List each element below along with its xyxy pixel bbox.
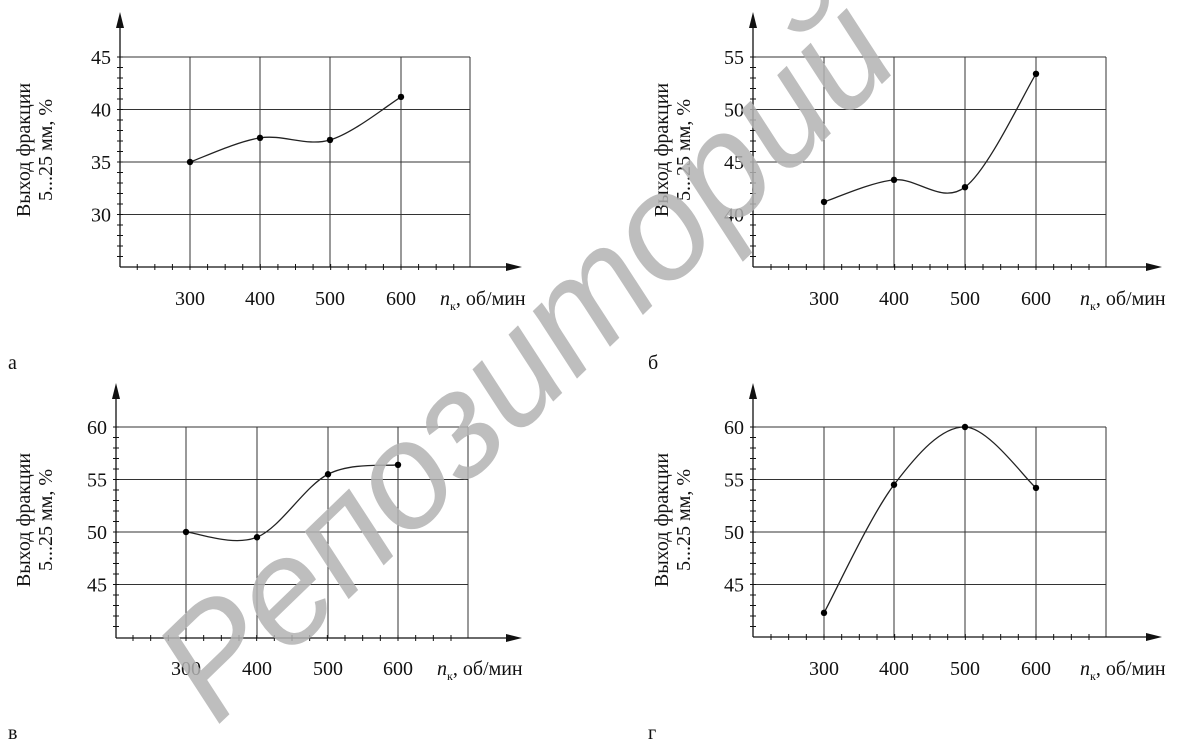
y-tick-label: 35 — [91, 152, 111, 174]
y-axis-label-line2: 5...25 мм, % — [35, 99, 57, 201]
x-axis-label: nк, об/мин — [437, 658, 523, 683]
x-tick-label: 300 — [171, 658, 201, 680]
x-tick-label: 400 — [245, 288, 275, 310]
x-tick-label: 500 — [950, 658, 980, 680]
data-point — [820, 198, 828, 206]
x-tick-label: 400 — [879, 658, 909, 680]
x-axis-arrow — [1146, 633, 1162, 641]
y-tick-label: 50 — [724, 522, 744, 544]
x-tick-label: 600 — [1021, 658, 1051, 680]
data-point — [326, 136, 334, 144]
x-axis-arrow — [506, 263, 522, 271]
series-line — [189, 96, 402, 163]
x-axis-label: nк, об/мин — [440, 288, 526, 313]
x-axis-label: nк, об/мин — [1080, 288, 1166, 313]
y-tick-label: 50 — [724, 100, 744, 122]
y-tick-label: 40 — [91, 100, 111, 122]
y-axis-arrow — [116, 12, 124, 28]
y-axis-label-line1: Выход фракции — [651, 453, 673, 588]
y-tick-label: 50 — [87, 522, 107, 544]
y-axis-label-line2: 5...25 мм, % — [673, 469, 695, 571]
y-tick-label: 45 — [724, 575, 744, 597]
x-tick-label: 600 — [383, 658, 413, 680]
data-point — [961, 184, 969, 191]
x-tick-label: 400 — [242, 658, 272, 680]
panel-label-g: г — [648, 722, 657, 744]
data-point — [256, 134, 264, 142]
data-point — [397, 93, 405, 101]
x-tick-label: 500 — [315, 288, 345, 310]
series-line — [185, 464, 399, 542]
y-axis-arrow — [749, 383, 757, 399]
x-tick-label: 300 — [809, 658, 839, 680]
series-line — [823, 426, 1037, 614]
x-tick-label: 300 — [175, 288, 205, 310]
y-tick-label: 45 — [724, 152, 744, 174]
data-point — [890, 481, 898, 488]
x-tick-label: 300 — [809, 288, 839, 310]
data-point — [182, 528, 190, 536]
y-tick-label: 55 — [724, 470, 744, 492]
x-tick-label: 500 — [313, 658, 343, 680]
x-tick-label: 400 — [879, 288, 909, 310]
x-axis-label: nк, об/мин — [1080, 658, 1166, 683]
y-tick-label: 40 — [724, 205, 744, 227]
y-tick-label: 55 — [87, 470, 107, 492]
y-tick-label: 60 — [87, 417, 107, 439]
data-point — [1032, 484, 1040, 492]
y-tick-label: 45 — [87, 575, 107, 597]
y-tick-label: 55 — [724, 47, 744, 69]
data-point — [820, 609, 828, 617]
x-tick-label: 600 — [386, 288, 416, 310]
data-point — [961, 423, 969, 431]
y-axis-arrow — [112, 383, 120, 399]
y-tick-label: 30 — [91, 205, 111, 227]
y-axis-label-line2: 5...25 мм, % — [35, 469, 57, 571]
panel-label-a: а — [8, 352, 17, 374]
y-tick-label: 45 — [91, 47, 111, 69]
x-axis-arrow — [506, 634, 522, 642]
y-axis-label-line1: Выход фракции — [13, 453, 35, 588]
panel-label-v: в — [8, 722, 18, 744]
y-axis-label-line1: Выход фракции — [651, 83, 673, 218]
x-axis-arrow — [1146, 263, 1162, 271]
y-axis-arrow — [749, 12, 757, 28]
series-line — [823, 73, 1037, 203]
y-tick-label: 60 — [724, 417, 744, 439]
data-point — [1032, 70, 1040, 78]
data-point — [253, 534, 261, 541]
x-tick-label: 600 — [1021, 288, 1051, 310]
panel-label-b: б — [648, 352, 659, 374]
data-point — [890, 176, 898, 184]
data-point — [186, 158, 194, 166]
y-axis-label-line2: 5...25 мм, % — [673, 99, 695, 201]
data-point — [394, 461, 402, 468]
x-tick-label: 500 — [950, 288, 980, 310]
y-axis-label-line1: Выход фракции — [13, 83, 35, 218]
data-point — [324, 471, 332, 478]
